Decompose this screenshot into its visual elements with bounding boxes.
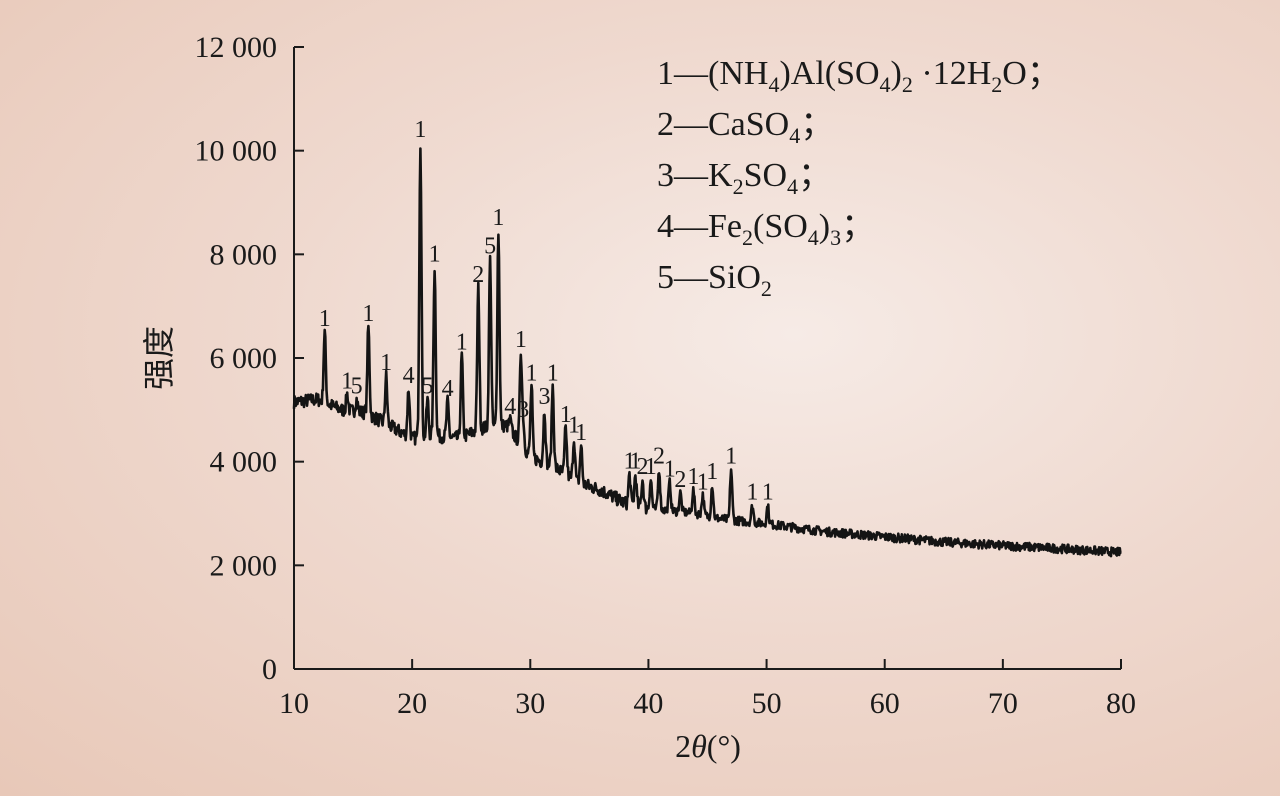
peak-label-2: 2 — [472, 262, 484, 288]
peak-label-1: 1 — [380, 350, 392, 376]
peak-label-1: 1 — [568, 412, 580, 438]
peak-label-1: 1 — [687, 464, 699, 490]
peak-label-3: 3 — [538, 384, 550, 410]
peak-label-1: 1 — [547, 361, 559, 387]
peak-label-1: 1 — [492, 205, 504, 231]
peak-label-4: 4 — [442, 376, 454, 402]
y-tick-label: 2 000 — [210, 549, 278, 582]
x-tick-label: 10 — [279, 687, 309, 720]
legend-item-5: 5—SiO2 — [657, 259, 772, 301]
peak-label-5: 5 — [484, 234, 496, 260]
peak-label-1: 1 — [560, 402, 572, 428]
peak-label-1: 1 — [362, 301, 374, 327]
peak-label-1: 1 — [575, 420, 587, 446]
y-tick-label: 10 000 — [195, 135, 278, 168]
peak-label-2: 2 — [674, 467, 686, 493]
peak-label-1: 1 — [429, 241, 441, 267]
peak-label-1: 1 — [697, 469, 709, 495]
x-tick-label: 80 — [1106, 687, 1136, 720]
peak-label-1: 1 — [706, 459, 718, 485]
xrd-pattern-line — [292, 147, 1122, 558]
y-tick-label: 4 000 — [210, 446, 278, 479]
x-tick-label: 60 — [870, 687, 900, 720]
peak-label-1: 1 — [629, 449, 641, 475]
peak-label-2: 2 — [653, 443, 665, 469]
legend-item-2: 2—CaSO4； — [657, 106, 834, 148]
peak-label-1: 1 — [725, 443, 737, 469]
peak-label-5: 5 — [422, 373, 434, 399]
legend-item-1: 1—(NH4)Al(SO4)2 ·12H2O； — [657, 55, 1061, 97]
x-tick-label: 40 — [633, 687, 663, 720]
peak-label-1: 1 — [746, 480, 758, 506]
peak-label-1: 1 — [525, 361, 537, 387]
x-axis-ticks: 10 20 30 40 50 60 70 80 — [279, 659, 1136, 720]
y-tick-label: 6 000 — [210, 342, 278, 375]
peak-label-1: 1 — [762, 480, 774, 506]
legend: 1—(NH4)Al(SO4)2 ·12H2O； 2—CaSO4； 3—K2SO4； 4… — [657, 55, 1061, 301]
peak-label-1: 1 — [319, 306, 331, 332]
y-tick-label: 0 — [262, 653, 277, 686]
y-axis-title: 强度 — [141, 326, 177, 390]
x-tick-label: 70 — [988, 687, 1018, 720]
peak-label-4: 4 — [403, 363, 415, 389]
legend-item-4: 4—Fe2(SO4)3； — [657, 208, 875, 250]
legend-item-3: 3—K2SO4； — [657, 157, 832, 199]
peak-label-5: 5 — [351, 373, 363, 399]
peak-label-1: 1 — [456, 329, 468, 355]
peak-label-1: 1 — [624, 449, 636, 475]
x-tick-label: 20 — [397, 687, 427, 720]
peak-label-3: 3 — [517, 397, 529, 423]
y-axis-ticks: 0 2 000 4 000 6 000 8 000 10 000 12 000 — [195, 31, 304, 686]
x-tick-label: 50 — [752, 687, 782, 720]
x-tick-label: 30 — [515, 687, 545, 720]
x-axis-title: 2θ(°) — [675, 728, 741, 764]
peak-label-1: 1 — [515, 327, 527, 353]
peak-label-1: 1 — [664, 456, 676, 482]
peak-label-2: 2 — [637, 454, 649, 480]
peak-label-1: 1 — [341, 368, 353, 394]
peak-label-4: 4 — [504, 394, 516, 420]
y-tick-label: 8 000 — [210, 238, 278, 271]
peak-label-1: 1 — [645, 454, 657, 480]
y-tick-label: 12 000 — [195, 31, 278, 64]
peak-label-1: 1 — [414, 117, 426, 143]
